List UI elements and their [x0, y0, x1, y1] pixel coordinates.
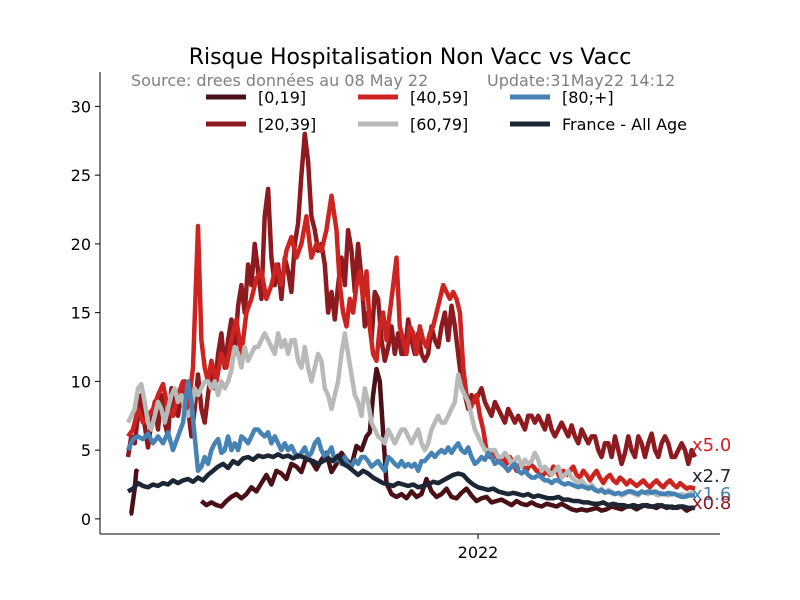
plot-area: 0 5 10 15 20 25 30 2022 x5.0 x2.7x1.6x0.8 — [71, 72, 731, 562]
end-annotation: x2.7 — [692, 466, 731, 487]
end-annotation: x1.6 — [692, 484, 731, 505]
y-tick-label: 20 — [71, 235, 91, 254]
legend-label: France - All Age — [562, 115, 687, 134]
series-line-2 — [125, 131, 698, 467]
x-tick-label: 2022 — [458, 543, 499, 562]
legend-label: [80;+] — [562, 88, 614, 107]
series-line-5 — [125, 379, 695, 500]
legend-label: [0,19] — [258, 88, 306, 107]
series-line-3 — [126, 193, 696, 491]
legend-label: [40,59] — [410, 88, 468, 107]
legend: [0,19] [20,39] [40,59] [60,79] [80;+] France … — [206, 88, 687, 134]
y-tick-label: 15 — [71, 304, 91, 323]
source-note: Source: drees données au 08 May 22 — [131, 71, 428, 90]
y-tick-label: 25 — [71, 166, 91, 185]
chart-title: Risque Hospitalisation Non Vacc vs Vacc — [189, 45, 632, 70]
end-annotation: x0.8 — [692, 493, 731, 514]
legend-label: [60,79] — [410, 115, 468, 134]
end-annotation: x5.0 — [692, 435, 731, 456]
series-line-1 — [199, 366, 695, 513]
y-tick-label: 0 — [81, 510, 91, 529]
update-note: Update:31May22 14:12 — [487, 71, 675, 90]
series-line-6 — [126, 452, 696, 511]
legend-label: [20,39] — [258, 115, 316, 134]
y-tick-label: 5 — [81, 441, 91, 460]
y-tick-label: 10 — [71, 372, 91, 391]
y-tick-label: 30 — [71, 97, 91, 116]
